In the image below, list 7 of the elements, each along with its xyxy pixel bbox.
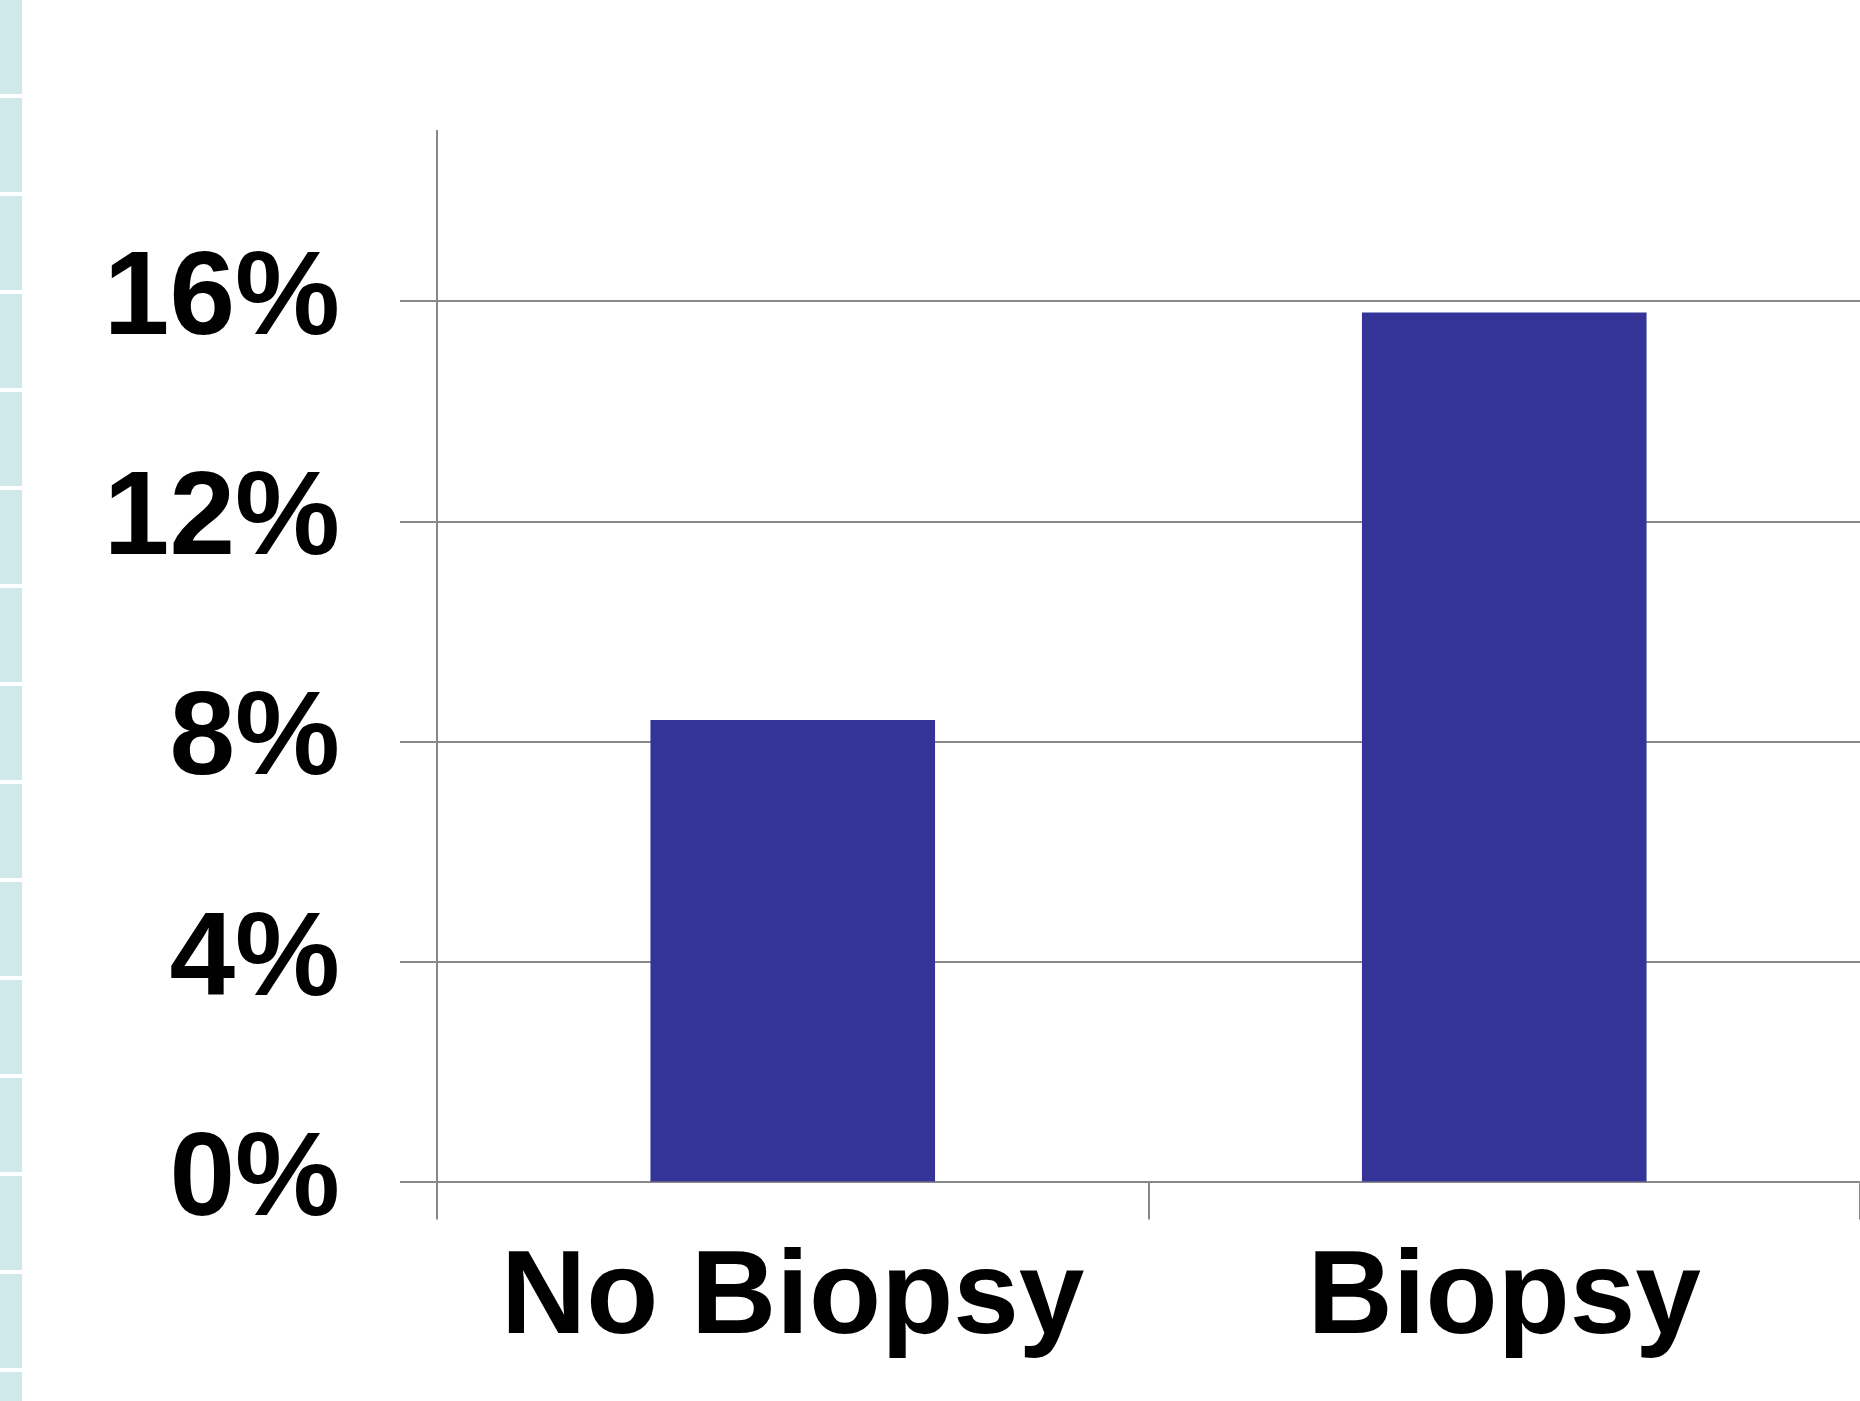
y-tick-label: 12% [103,447,340,580]
y-tick-label: 8% [169,667,340,800]
y-tick-label: 4% [169,887,340,1020]
y-tick-label: 16% [103,227,340,360]
y-tick-label: 0% [169,1107,340,1240]
x-tick-label: No Biopsy [501,1225,1085,1358]
x-tick-label: Biopsy [1307,1225,1701,1358]
